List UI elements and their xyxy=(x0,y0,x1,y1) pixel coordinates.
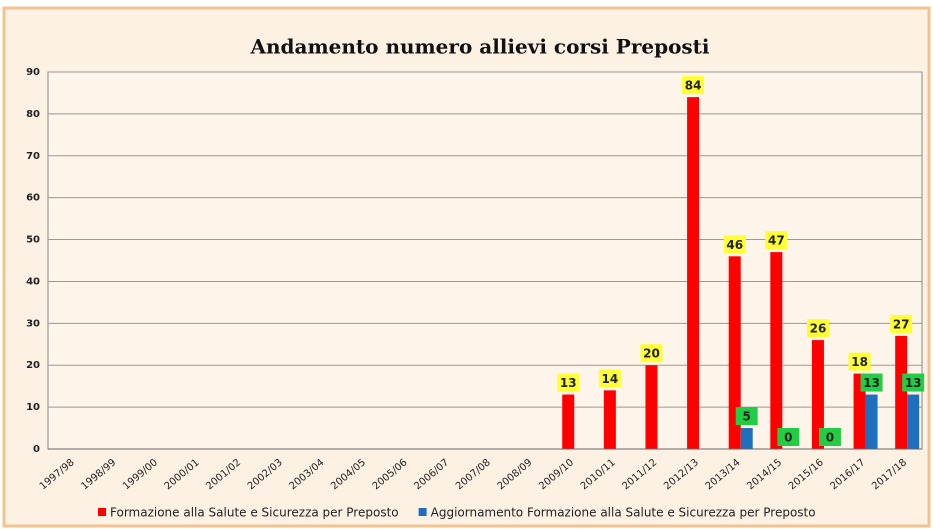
y-tick-label: 70 xyxy=(26,151,40,162)
value-label-bg xyxy=(765,231,788,250)
y-tick-label: 90 xyxy=(26,67,40,78)
bar xyxy=(907,394,920,449)
value-label: 20 xyxy=(643,347,660,361)
plot-area xyxy=(47,71,923,450)
y-tick-label: 80 xyxy=(26,109,40,120)
bar xyxy=(687,97,700,449)
value-label: 47 xyxy=(768,234,785,248)
bar xyxy=(740,428,753,449)
y-tick-label: 20 xyxy=(26,360,40,371)
legend-swatch xyxy=(418,508,427,516)
value-label-bg xyxy=(777,428,800,446)
value-label-bg xyxy=(640,344,663,363)
value-label: 13 xyxy=(863,376,880,390)
value-label: 0 xyxy=(826,431,834,445)
bar xyxy=(811,340,824,449)
legend-label: Aggiornamento Formazione alla Salute e S… xyxy=(431,506,816,520)
value-label: 13 xyxy=(905,376,922,390)
value-label-bg xyxy=(598,369,621,388)
y-tick-label: 10 xyxy=(26,402,40,413)
value-label-bg xyxy=(806,319,829,338)
y-tick-label: 50 xyxy=(26,235,40,246)
value-label-bg xyxy=(890,314,913,333)
value-label: 13 xyxy=(560,376,577,390)
legend-swatch xyxy=(98,508,106,516)
bar xyxy=(562,394,575,449)
value-label: 84 xyxy=(685,79,702,93)
value-label: 46 xyxy=(726,238,743,252)
value-label-bg xyxy=(723,235,746,254)
bar xyxy=(770,252,783,449)
value-label: 0 xyxy=(784,431,792,445)
bar xyxy=(645,365,658,449)
value-label: 27 xyxy=(893,317,910,331)
value-label: 18 xyxy=(851,355,868,369)
bar xyxy=(865,394,878,449)
y-tick-label: 0 xyxy=(33,444,40,455)
bar xyxy=(853,373,866,449)
bar xyxy=(603,390,616,449)
y-tick-label: 30 xyxy=(26,318,40,329)
legend-label: Formazione alla Salute e Sicurezza per P… xyxy=(110,506,399,520)
value-label-bg xyxy=(902,373,925,392)
value-label-bg xyxy=(735,407,758,426)
value-label-bg xyxy=(848,352,871,371)
value-label-bg xyxy=(557,373,580,392)
chart-title: Andamento numero allievi corsi Preposti xyxy=(249,35,709,59)
value-label: 26 xyxy=(810,322,827,336)
value-label-bg xyxy=(682,76,705,95)
bar xyxy=(895,335,908,449)
y-tick-label: 40 xyxy=(26,276,40,287)
value-label-bg xyxy=(818,428,841,446)
value-label-bg xyxy=(860,373,883,392)
value-label: 5 xyxy=(743,410,751,424)
bar xyxy=(728,256,741,449)
y-tick-label: 60 xyxy=(26,193,40,204)
value-label: 14 xyxy=(602,372,619,386)
